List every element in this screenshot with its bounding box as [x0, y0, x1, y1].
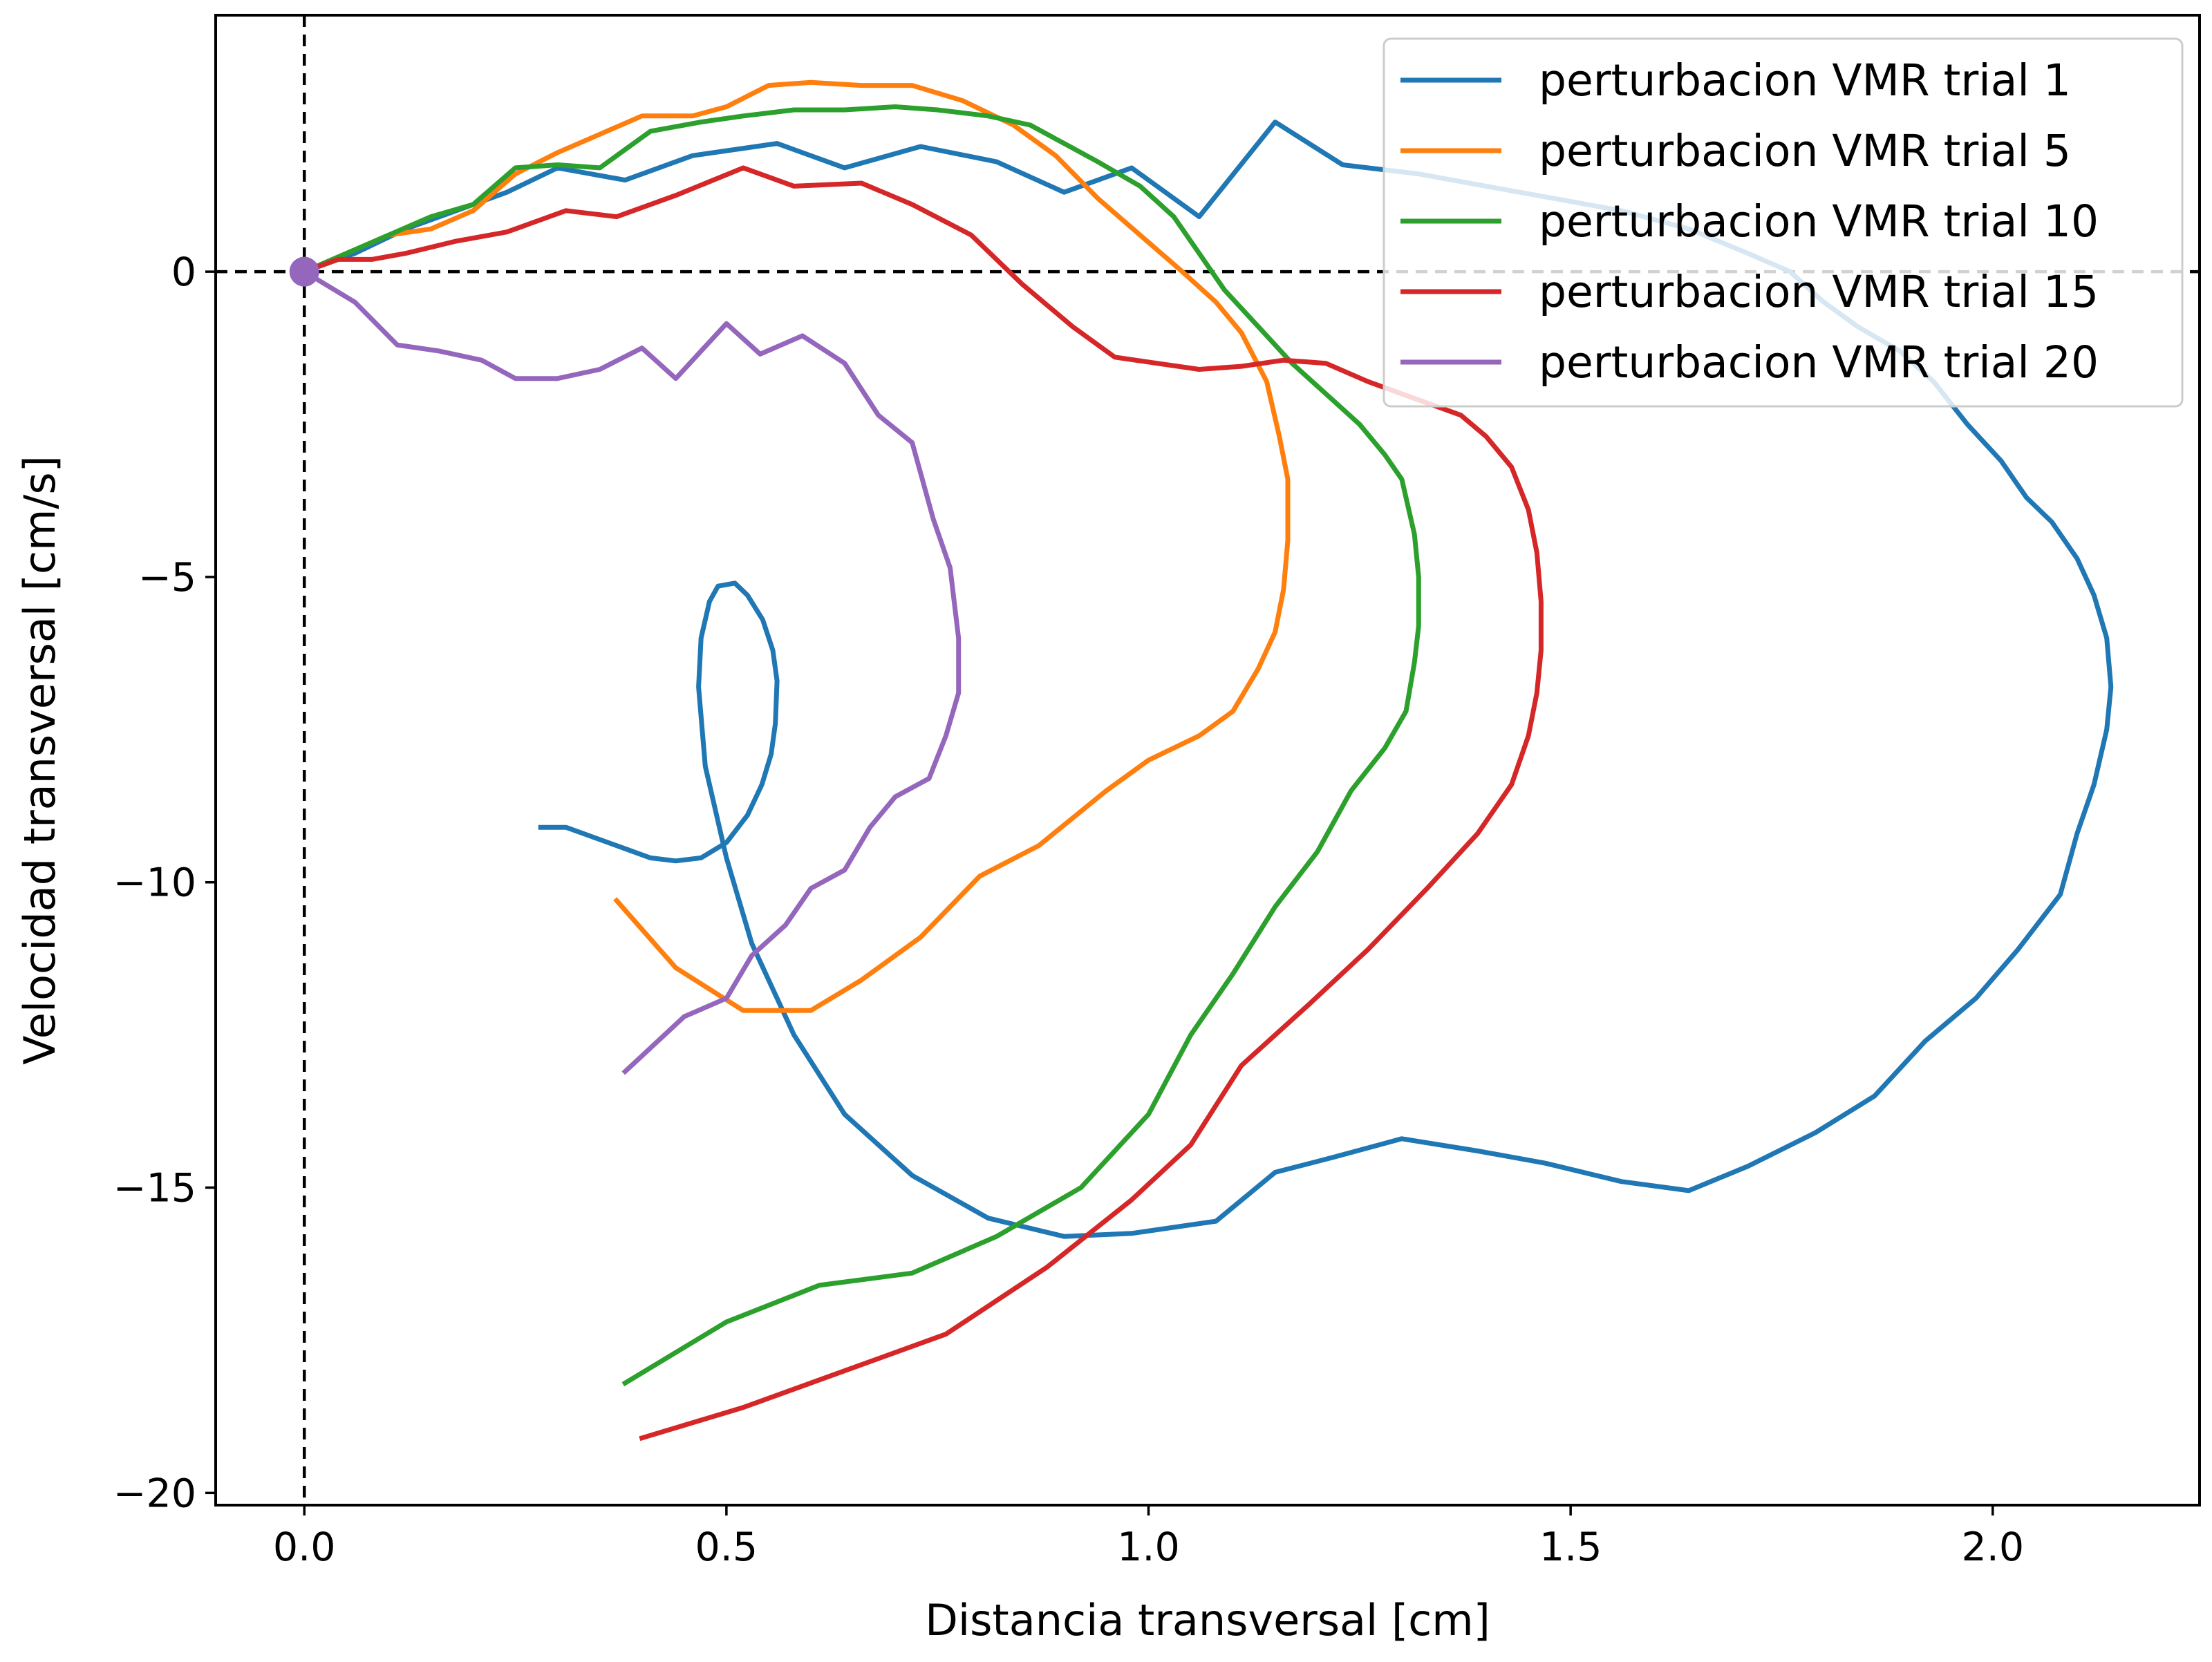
plot-frame	[214, 14, 2201, 1507]
x-tick-label: 0.0	[273, 1524, 336, 1570]
x-tick-label: 0.5	[695, 1524, 758, 1570]
x-axis-ticks: 0.0 0.5 1.0 1.5 2.0	[273, 1505, 2024, 1570]
x-tick-label: 1.5	[1539, 1524, 1602, 1570]
y-tick-label: 0	[171, 249, 196, 295]
y-tick-label: −5	[138, 555, 196, 601]
series-line-5	[301, 268, 962, 1075]
legend-box	[1382, 37, 2184, 408]
series-line-2	[301, 79, 1291, 1013]
x-tick-label: 2.0	[1961, 1524, 2024, 1570]
legend-label: perturbacion VMR trial 10	[1539, 196, 2099, 247]
legend-label: perturbacion VMR trial 15	[1539, 267, 2099, 317]
series-line-3	[301, 104, 1421, 1387]
x-tick-label: 1.0	[1117, 1524, 1180, 1570]
origin-marker-layer	[289, 256, 319, 287]
x-axis-label: Distancia transversal [cm]	[925, 1595, 1490, 1645]
origin-marker	[289, 256, 319, 287]
legend-label: perturbacion VMR trial 20	[1539, 337, 2099, 388]
legend: perturbacion VMR trial 1 perturbacion VMR…	[1382, 37, 2184, 408]
legend-label: perturbacion VMR trial 1	[1539, 55, 2071, 106]
series-line-1	[301, 120, 2114, 1239]
y-tick-label: −20	[113, 1471, 196, 1516]
y-axis-ticks: 0 −5 −10 −15 −20	[113, 249, 216, 1516]
legend-label: perturbacion VMR trial 5	[1539, 126, 2071, 176]
y-tick-label: −10	[113, 860, 196, 906]
y-tick-label: −15	[113, 1166, 196, 1211]
y-axis-label: Velocidad transversal [cm/s]	[15, 455, 65, 1065]
series-line-4	[301, 165, 1544, 1442]
